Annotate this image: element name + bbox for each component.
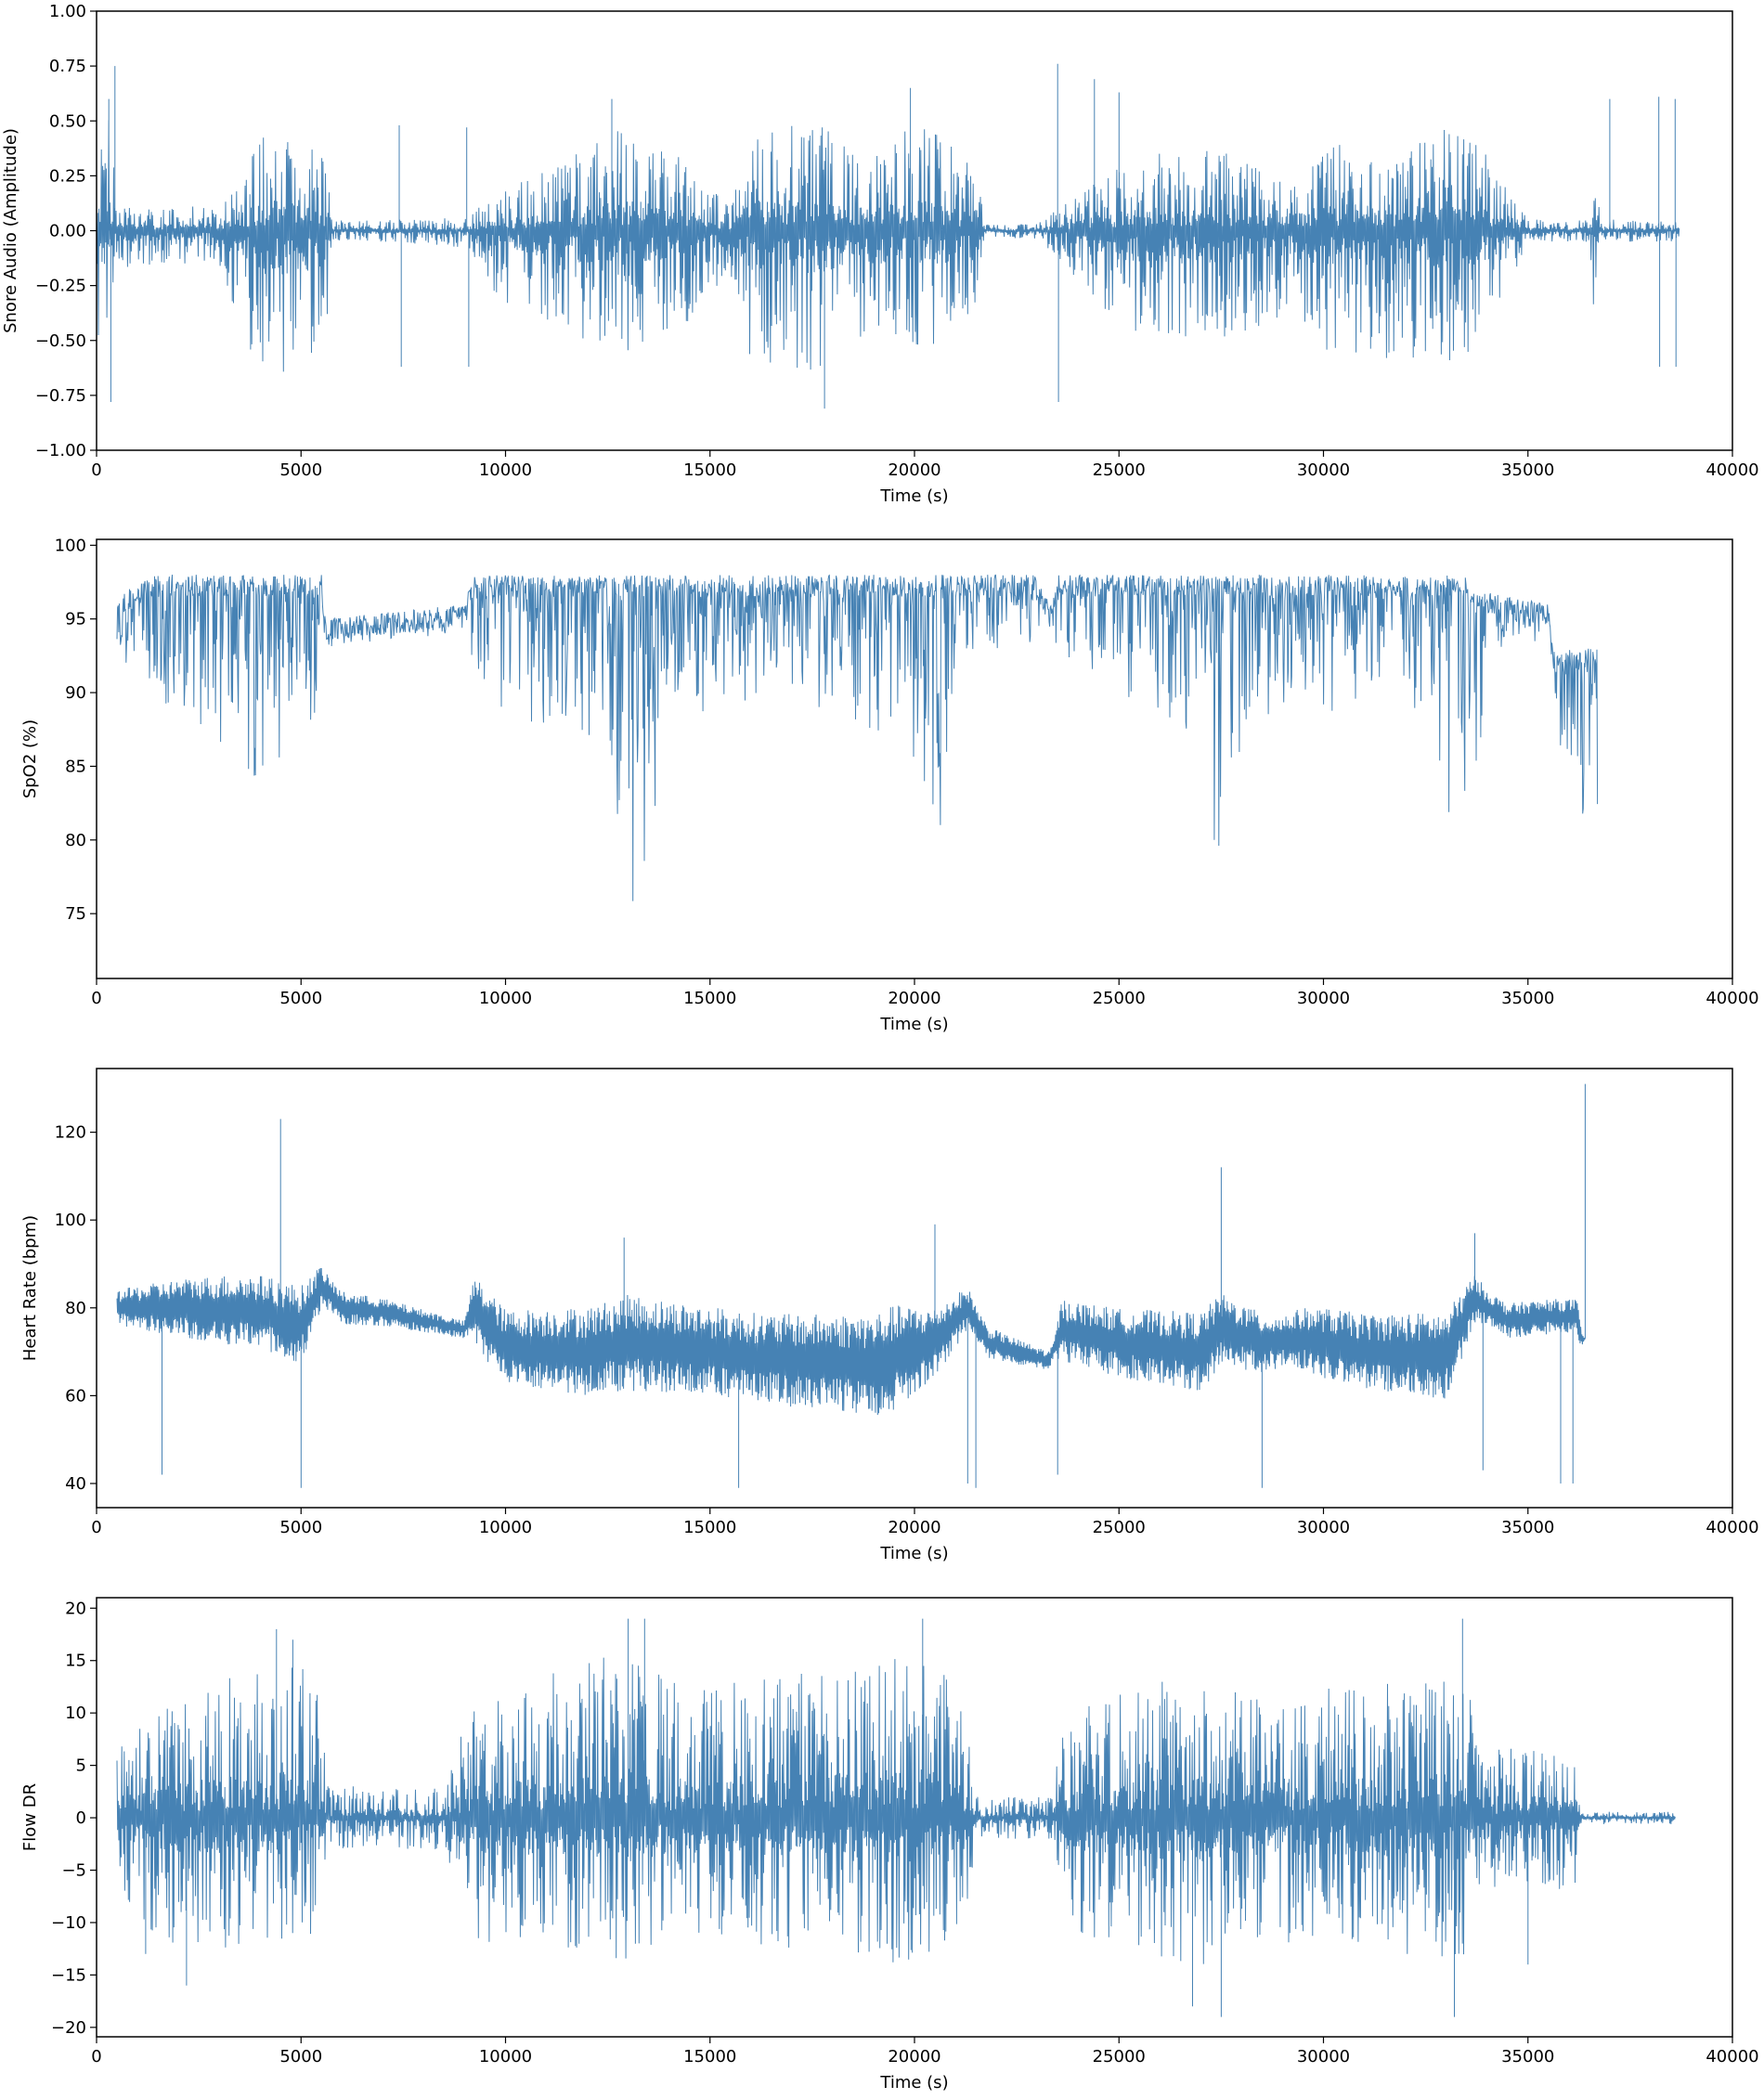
y-tick-label: 60 bbox=[65, 1386, 86, 1406]
y-tick-label: 100 bbox=[55, 1211, 86, 1230]
y-axis-label: Heart Rate (bpm) bbox=[20, 1215, 40, 1361]
x-tick-label: 30000 bbox=[1297, 989, 1350, 1008]
y-tick-label: 1.00 bbox=[49, 2, 86, 21]
panel-spo2: 0 5000 10000 15000 20000 25000 30000 35000 40000… bbox=[20, 536, 1759, 1034]
x-axis-label: Time (s) bbox=[879, 1015, 948, 1034]
y-axis-label: SpO2 (%) bbox=[20, 719, 40, 798]
x-tick-label: 15000 bbox=[683, 989, 736, 1008]
x-tick-label: 5000 bbox=[279, 1518, 322, 1537]
y-tick-label: 120 bbox=[55, 1123, 86, 1143]
x-tick-label: 5000 bbox=[279, 989, 322, 1008]
y-tick-label: 5 bbox=[76, 1756, 86, 1776]
y-tick-label: 75 bbox=[65, 904, 86, 924]
y-tick-label: 95 bbox=[65, 610, 86, 629]
plot-frame bbox=[96, 1068, 1733, 1509]
x-tick-label: 20000 bbox=[888, 2047, 940, 2067]
y-tick-label: −0.25 bbox=[35, 277, 86, 296]
x-tick-label: 25000 bbox=[1093, 460, 1146, 480]
flow-dr-signal-line bbox=[116, 1618, 1676, 2017]
y-axis-label: Flow DR bbox=[20, 1783, 40, 1851]
x-tick-label: 35000 bbox=[1501, 1518, 1554, 1537]
y-tick-label: 80 bbox=[65, 1299, 86, 1318]
x-tick-label: 15000 bbox=[683, 460, 736, 480]
y-tick-label: −5 bbox=[61, 1861, 86, 1881]
x-tick-label: 35000 bbox=[1501, 989, 1554, 1008]
y-axis-label: Snore Audio (Amplitude) bbox=[1, 128, 20, 333]
y-tick-label: 10 bbox=[65, 1704, 86, 1723]
y-axis: 100 95 90 85 80 75 bbox=[55, 536, 97, 924]
x-axis-label: Time (s) bbox=[879, 2073, 948, 2093]
x-axis: 0 5000 10000 15000 20000 25000 30000 35000 40000 bbox=[91, 2037, 1759, 2067]
panel-heart-rate: 0 5000 10000 15000 20000 25000 30000 35000 40000… bbox=[20, 1068, 1759, 1563]
y-tick-label: 100 bbox=[55, 536, 86, 555]
x-tick-label: 0 bbox=[91, 1518, 101, 1537]
y-tick-label: −0.50 bbox=[35, 331, 86, 351]
x-axis: 0 5000 10000 15000 20000 25000 30000 35000 40000 bbox=[91, 1508, 1759, 1537]
x-axis-label: Time (s) bbox=[879, 1544, 948, 1563]
x-axis: 0 5000 10000 15000 20000 25000 30000 35000 40000 bbox=[91, 978, 1759, 1008]
x-tick-label: 20000 bbox=[888, 989, 940, 1008]
y-tick-label: 15 bbox=[65, 1652, 86, 1671]
y-tick-label: 0.75 bbox=[49, 57, 86, 76]
x-tick-label: 30000 bbox=[1297, 1518, 1350, 1537]
x-tick-label: 25000 bbox=[1093, 2047, 1146, 2067]
x-tick-label: 40000 bbox=[1706, 989, 1758, 1008]
panel-flow-dr: 0 5000 10000 15000 20000 25000 30000 35000 40000… bbox=[20, 1597, 1759, 2093]
y-tick-label: −10 bbox=[51, 1913, 86, 1933]
y-tick-label: 0.25 bbox=[49, 166, 86, 186]
x-tick-label: 10000 bbox=[479, 1518, 532, 1537]
y-tick-label: 85 bbox=[65, 757, 86, 776]
y-tick-label: 20 bbox=[65, 1599, 86, 1618]
y-axis: 1.00 0.75 0.50 0.25 0.00 −0.25 −0.50 −0.75 −1.00 bbox=[35, 2, 97, 460]
heart-rate-signal-line bbox=[116, 1083, 1586, 1488]
x-tick-label: 20000 bbox=[888, 460, 940, 480]
x-tick-label: 10000 bbox=[479, 989, 532, 1008]
x-tick-label: 40000 bbox=[1706, 460, 1758, 480]
x-tick-label: 5000 bbox=[279, 2047, 322, 2067]
x-tick-label: 15000 bbox=[683, 1518, 736, 1537]
x-tick-label: 10000 bbox=[479, 460, 532, 480]
y-tick-label: −0.75 bbox=[35, 386, 86, 406]
x-tick-label: 5000 bbox=[279, 460, 322, 480]
x-tick-label: 20000 bbox=[888, 1518, 940, 1537]
y-tick-label: 0.50 bbox=[49, 111, 86, 131]
y-tick-label: −15 bbox=[51, 1965, 86, 1985]
y-axis: 20 15 10 5 0 −5 −10 −15 −20 bbox=[51, 1599, 97, 2038]
x-tick-label: 10000 bbox=[479, 2047, 532, 2067]
y-tick-label: 40 bbox=[65, 1474, 86, 1494]
panel-snore-audio: 0 5000 10000 15000 20000 25000 30000 35000 40000… bbox=[1, 2, 1759, 506]
y-tick-label: 0.00 bbox=[49, 222, 86, 241]
x-tick-label: 30000 bbox=[1297, 2047, 1350, 2067]
x-tick-label: 25000 bbox=[1093, 989, 1146, 1008]
x-tick-label: 0 bbox=[91, 460, 101, 480]
x-tick-label: 15000 bbox=[683, 2047, 736, 2067]
x-tick-label: 35000 bbox=[1501, 460, 1554, 480]
x-axis: 0 5000 10000 15000 20000 25000 30000 35000 40000 bbox=[91, 450, 1759, 480]
y-axis: 120 100 80 60 40 bbox=[55, 1123, 97, 1494]
x-tick-label: 0 bbox=[91, 989, 101, 1008]
y-tick-label: −20 bbox=[51, 2018, 86, 2038]
x-tick-label: 0 bbox=[91, 2047, 101, 2067]
x-axis-label: Time (s) bbox=[879, 486, 948, 506]
y-tick-label: 80 bbox=[65, 831, 86, 850]
snore-audio-signal-line bbox=[96, 63, 1680, 409]
x-tick-label: 25000 bbox=[1093, 1518, 1146, 1537]
y-tick-label: −1.00 bbox=[35, 441, 86, 460]
x-tick-label: 40000 bbox=[1706, 2047, 1758, 2067]
spo2-signal-line bbox=[116, 574, 1599, 901]
y-tick-label: 90 bbox=[65, 683, 86, 703]
x-tick-label: 35000 bbox=[1501, 2047, 1554, 2067]
x-tick-label: 40000 bbox=[1706, 1518, 1758, 1537]
y-tick-label: 0 bbox=[76, 1808, 86, 1828]
x-tick-label: 30000 bbox=[1297, 460, 1350, 480]
